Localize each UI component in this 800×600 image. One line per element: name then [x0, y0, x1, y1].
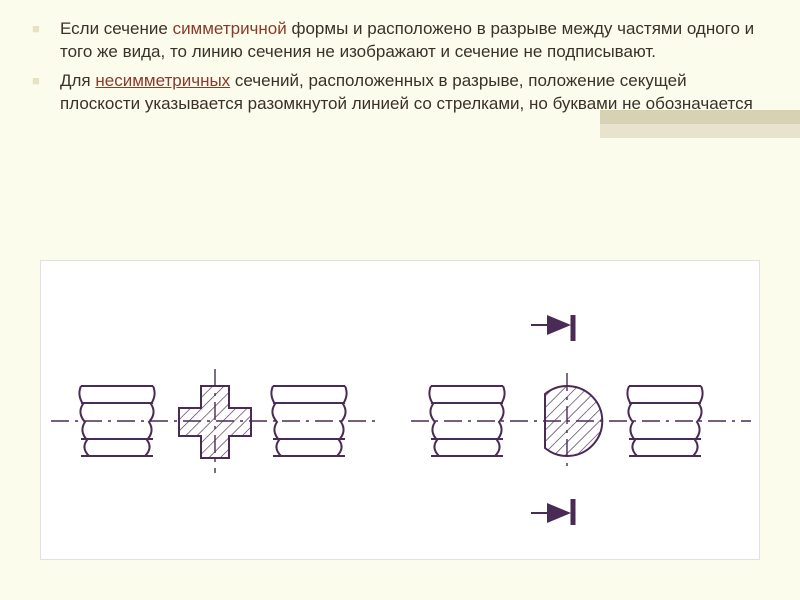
bullet-keyword: несимметричных: [95, 71, 230, 90]
bullet-item: Для несимметричных сечений, расположенны…: [60, 70, 760, 116]
slide: Если сечение симметричной формы и распол…: [0, 0, 800, 600]
bullet-text-pre: Для: [60, 71, 95, 90]
diagram-symmetric-section: [51, 321, 381, 521]
bullet-text-pre: Если сечение: [60, 19, 173, 38]
figure-area: [40, 260, 760, 560]
bullet-item: Если сечение симметричной формы и распол…: [60, 18, 760, 64]
bullet-list: Если сечение симметричной формы и распол…: [60, 18, 760, 116]
diagram-asymmetric-section: [411, 281, 751, 541]
bullet-keyword: симметричной: [173, 19, 287, 38]
